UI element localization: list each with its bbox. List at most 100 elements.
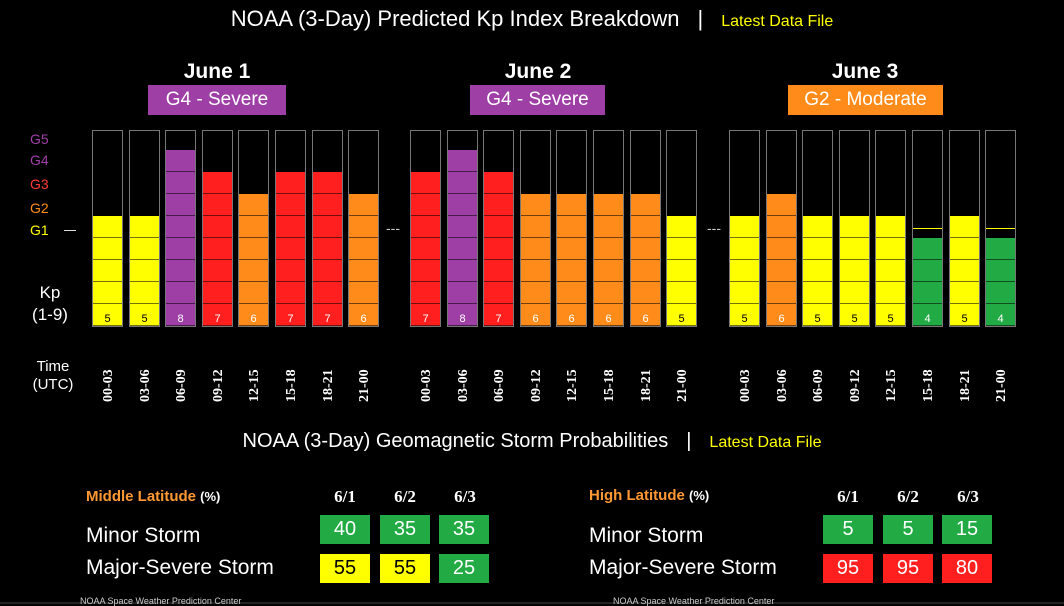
high-date-3: 6/3 [957, 487, 979, 506]
footer-credit-left: NOAA Space Weather Prediction Center [80, 596, 242, 606]
prob-header-separator: | [686, 430, 692, 452]
kp-value-label: 5 [814, 313, 821, 325]
kp-bar-fill [521, 194, 550, 326]
kp-bar: 7 [312, 130, 343, 327]
kp-bar: 4 [912, 130, 943, 327]
mid-date-2: 6/2 [394, 487, 416, 506]
kp-bar: 4 [985, 130, 1016, 327]
g1-tick [64, 230, 76, 231]
kp-value-label: 6 [250, 313, 257, 325]
g2-label: G2 [30, 200, 49, 216]
kp-value-label: 5 [741, 313, 748, 325]
kp-bar-fill [631, 194, 660, 326]
kp-bar-fill [276, 172, 305, 326]
kp-bar-fill [557, 194, 586, 326]
prob-data-file-link[interactable]: Latest Data File [709, 434, 822, 451]
kp-bar: 6 [556, 130, 587, 327]
kp-bar: 6 [520, 130, 551, 327]
kp-value-label: 7 [324, 313, 331, 325]
kp-value-label: 4 [997, 313, 1004, 325]
time-period-label: 18-21 [639, 369, 654, 402]
kp-title: NOAA (3-Day) Predicted Kp Index Breakdow… [230, 6, 680, 31]
kp-bar: 6 [238, 130, 269, 327]
kp-header: NOAA (3-Day) Predicted Kp Index Breakdow… [0, 6, 1064, 32]
high-latitude-label: High Latitude [589, 487, 685, 504]
prob-header: NOAA (3-Day) Geomagnetic Storm Probabili… [0, 430, 1064, 453]
kp-value-label: 4 [924, 313, 931, 325]
kp-bar-fill [448, 150, 477, 326]
kp-bar: 7 [275, 130, 306, 327]
mid-minor-prob-1: 40 [320, 515, 370, 544]
high-major-prob-1: 95 [823, 554, 873, 583]
kp-bar: 6 [766, 130, 797, 327]
mid-minor-prob-3: 35 [439, 515, 489, 544]
g1-threshold-line [986, 228, 1015, 229]
time-label-line2: (UTC) [32, 376, 74, 393]
high-latitude-heading: High Latitude (%) [589, 487, 709, 504]
time-period-label: 09-12 [211, 369, 226, 402]
kp-bar: 5 [802, 130, 833, 327]
kp-bar-fill [166, 150, 195, 326]
kp-bar-fill [876, 216, 905, 326]
g1-label: G1 [30, 222, 49, 238]
high-date-2: 6/2 [897, 487, 919, 506]
kp-bar-fill [130, 216, 159, 326]
kp-bar: 5 [666, 130, 697, 327]
storm-level-badge-2: G4 - Severe [470, 85, 605, 115]
kp-bar-fill [93, 216, 122, 326]
kp-value-label: 8 [459, 313, 466, 325]
kp-bar: 8 [165, 130, 196, 327]
kp-bar: 6 [593, 130, 624, 327]
kp-data-file-link[interactable]: Latest Data File [721, 13, 834, 30]
mid-major-prob-1: 55 [320, 554, 370, 583]
kp-value-label: 6 [642, 313, 649, 325]
kp-bar-fill [913, 238, 942, 326]
time-label-line1: Time [36, 358, 70, 375]
time-period-label: 21-00 [675, 369, 690, 402]
kp-bar: 5 [129, 130, 160, 327]
time-period-label: 06-09 [811, 369, 826, 402]
footer-credit-right: NOAA Space Weather Prediction Center [613, 596, 775, 606]
high-latitude-pct: (%) [689, 488, 710, 503]
middle-latitude-heading: Middle Latitude (%) [86, 488, 220, 505]
high-minor-storm-label: Minor Storm [589, 524, 704, 547]
kp-value-label: 8 [177, 313, 184, 325]
time-period-label: 09-12 [848, 369, 863, 402]
time-period-label: 03-06 [138, 369, 153, 402]
high-major-prob-2: 95 [883, 554, 933, 583]
kp-value-label: 5 [887, 313, 894, 325]
time-period-label: 12-15 [565, 369, 580, 402]
day-title-1: June 1 [183, 60, 251, 83]
kp-bar: 6 [348, 130, 379, 327]
high-minor-prob-3: 15 [942, 515, 992, 544]
kp-value-label: 5 [678, 313, 685, 325]
time-period-label: 12-15 [884, 369, 899, 402]
kp-bar-fill [803, 216, 832, 326]
kp-bar-fill [594, 194, 623, 326]
time-axis-label: Time (UTC) [28, 358, 78, 394]
time-period-label: 21-00 [357, 369, 372, 402]
mid-minor-storm-label: Minor Storm [86, 524, 201, 547]
kp-bar-fill [840, 216, 869, 326]
high-minor-prob-1: 5 [823, 515, 873, 544]
kp-value-label: 5 [851, 313, 858, 325]
kp-value-label: 6 [778, 313, 785, 325]
time-period-label: 03-06 [456, 369, 471, 402]
kp-value-label: 7 [214, 313, 221, 325]
time-period-label: 09-12 [529, 369, 544, 402]
time-period-label: 21-00 [994, 369, 1009, 402]
time-period-label: 00-03 [101, 369, 116, 402]
kp-bar: 5 [729, 130, 760, 327]
mid-major-prob-2: 55 [380, 554, 430, 583]
kp-bar: 5 [839, 130, 870, 327]
high-major-storm-label: Major-Severe Storm [589, 556, 777, 579]
time-period-label: 06-09 [492, 369, 507, 402]
mid-major-prob-3: 25 [439, 554, 489, 583]
kp-value-label: 6 [568, 313, 575, 325]
prob-title: NOAA (3-Day) Geomagnetic Storm Probabili… [242, 430, 669, 452]
mid-minor-prob-2: 35 [380, 515, 430, 544]
kp-bar: 7 [483, 130, 514, 327]
time-period-label: 12-15 [247, 369, 262, 402]
kp-bar-fill [767, 194, 796, 326]
kp-bar: 5 [875, 130, 906, 327]
